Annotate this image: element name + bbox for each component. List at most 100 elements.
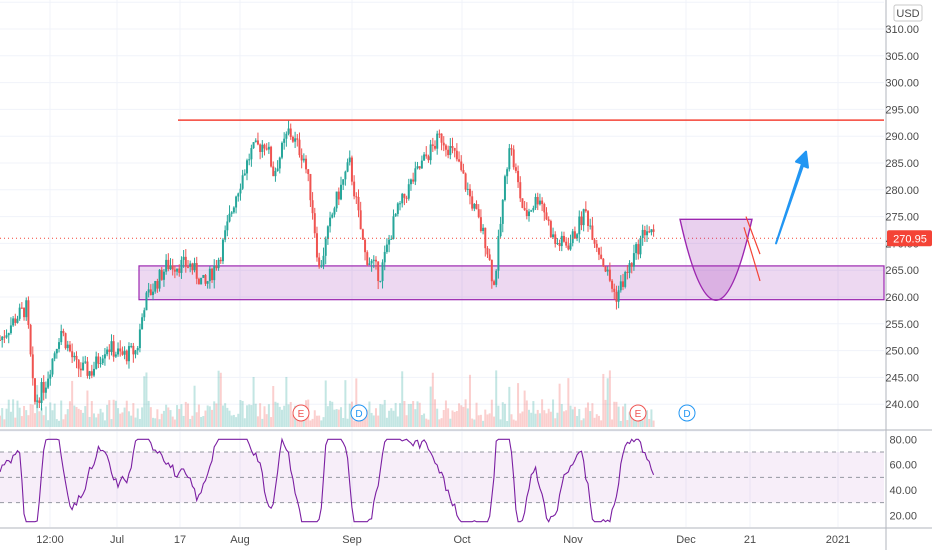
candle-body	[274, 171, 277, 177]
volume-bar	[270, 417, 273, 427]
volume-bar	[346, 418, 349, 427]
candle-body	[311, 200, 314, 214]
volume-bar	[143, 376, 146, 427]
support-zone	[138, 265, 885, 301]
earnings-marker[interactable]: E	[292, 404, 310, 422]
candle-body	[114, 354, 117, 357]
volume-bar	[206, 405, 209, 427]
volume-bar	[447, 408, 450, 427]
earnings-marker[interactable]: E	[629, 404, 647, 422]
volume-bar	[246, 405, 249, 427]
candle-body	[530, 210, 533, 212]
volume-bar	[215, 403, 218, 427]
candle-body	[176, 268, 179, 272]
volume-bar	[571, 409, 574, 427]
volume-bar	[484, 409, 487, 427]
candle-body	[123, 350, 126, 355]
candle-body	[97, 356, 100, 364]
volume-bar	[628, 412, 631, 427]
dividend-marker[interactable]: D	[350, 404, 368, 422]
volume-bar	[289, 402, 292, 427]
candle-body	[567, 245, 570, 250]
price-axis[interactable]: 240.00245.00250.00255.00260.00265.00270.…	[885, 0, 919, 550]
currency-label[interactable]: USD	[893, 4, 923, 22]
candle-body	[73, 355, 76, 358]
candle-body	[66, 344, 69, 349]
volume-bar	[189, 418, 192, 427]
handle-line-lower[interactable]	[743, 227, 761, 282]
volume-bar	[399, 403, 402, 427]
volume-bar	[562, 411, 565, 427]
volume-bar	[138, 418, 141, 427]
volume-bar	[608, 370, 611, 427]
volume-bar	[646, 410, 649, 427]
candle-body	[160, 269, 163, 280]
volume-bar	[42, 415, 45, 427]
volume-bar	[180, 404, 183, 427]
candle-body	[20, 307, 23, 309]
candle-body	[582, 209, 585, 226]
candle-body	[595, 243, 598, 248]
candle-body	[221, 239, 224, 262]
candle-body	[291, 136, 294, 142]
volume-bar	[477, 415, 480, 427]
candle-body	[431, 144, 434, 146]
volume-bar	[313, 410, 316, 427]
candle-body	[254, 140, 257, 143]
volume-bar	[237, 413, 240, 427]
volume-bar	[84, 406, 87, 427]
candle-body	[294, 138, 297, 142]
price-tick-label: 245.00	[885, 372, 919, 384]
candle-body	[125, 350, 128, 362]
volume-bar	[503, 403, 506, 427]
price-tick-label: 240.00	[885, 399, 919, 411]
volume-bar	[569, 405, 572, 427]
support-zone-box[interactable]	[138, 265, 885, 301]
candle-body	[521, 198, 524, 208]
candle-body	[36, 400, 39, 402]
candle-body	[475, 203, 478, 210]
candle-body	[573, 231, 576, 239]
candle-body	[7, 333, 10, 336]
candle-body	[154, 281, 157, 292]
volume-bar	[130, 415, 133, 427]
volume-bar	[197, 404, 200, 427]
svg-text:E: E	[298, 409, 305, 420]
volume-bar	[538, 413, 541, 427]
volume-bar	[200, 416, 203, 427]
dividend-marker[interactable]: D	[678, 404, 696, 422]
volume-bar	[169, 410, 172, 427]
volume-bar	[18, 407, 21, 427]
price-tick-label: 305.00	[885, 51, 919, 63]
candle-body	[103, 354, 106, 359]
time-axis[interactable]: 12:00 Jul 17 Aug Sep Oct Nov Dec 21 2021	[0, 527, 932, 546]
candle-body	[543, 204, 546, 213]
volume-bar	[458, 403, 461, 427]
candle-body	[18, 307, 21, 319]
candle-body	[619, 281, 622, 291]
candle-body	[95, 356, 98, 369]
volume-bar	[580, 420, 583, 427]
volume-bar	[624, 403, 627, 427]
volume-bar	[344, 380, 347, 427]
candle-body	[162, 271, 165, 280]
candle-body	[1, 336, 4, 341]
volume-bar	[156, 409, 159, 427]
volume-bar	[423, 413, 426, 427]
candle-body	[602, 258, 605, 267]
candle-body	[230, 212, 233, 214]
rsi-tick-label: 40.00	[889, 485, 917, 497]
volume-bar	[58, 420, 61, 427]
handle-line-upper[interactable]	[745, 216, 761, 255]
volume-bar	[27, 415, 30, 427]
volume-bar	[106, 404, 109, 427]
volume-bar	[213, 401, 216, 427]
time-tick-label: 12:00	[36, 534, 64, 546]
price-tick-label: 280.00	[885, 185, 919, 197]
cup-pattern[interactable]	[679, 218, 753, 301]
volume-bar	[425, 418, 428, 427]
target-arrow[interactable]	[775, 150, 809, 245]
candle-body	[202, 275, 205, 278]
